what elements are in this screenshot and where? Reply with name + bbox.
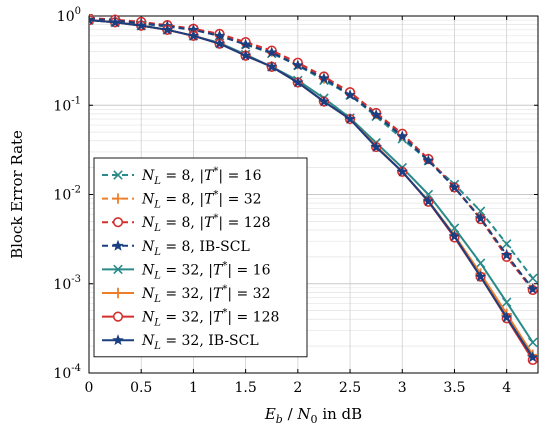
x-marker — [475, 258, 486, 268]
star-marker — [422, 195, 435, 207]
star-marker — [344, 113, 356, 124]
star-marker — [112, 334, 124, 346]
star-marker — [89, 14, 95, 25]
y-tick-label: 10-4 — [53, 363, 81, 382]
star-marker — [318, 72, 330, 84]
circle-marker — [112, 217, 124, 228]
star-marker — [112, 239, 124, 251]
series-line — [89, 19, 534, 358]
star-marker — [500, 248, 513, 260]
star-marker — [265, 46, 278, 58]
legend-entry-label: NL = 32, |T*| = 16 — [141, 260, 271, 281]
x-tick-label: 2 — [293, 380, 302, 396]
x-marker — [528, 273, 538, 284]
ticks: 0 0.5 1 1.5 2 2.5 3 3.5 4 10-4 10-3 10-2 10-1 100 — [53, 6, 538, 396]
star-marker — [213, 37, 226, 49]
star-marker — [318, 95, 330, 107]
plus-marker — [112, 287, 124, 299]
plus-marker — [112, 193, 124, 204]
star-marker — [161, 23, 174, 35]
circle-marker — [112, 311, 124, 322]
y-axis-label: Block Error Rate — [8, 130, 26, 259]
legend-entry-label: NL = 32, IB-SCL — [141, 333, 259, 352]
x-tick-label: 4 — [502, 380, 511, 396]
star-marker — [292, 59, 304, 71]
x-tick-label: 1 — [189, 380, 198, 396]
star-marker — [474, 270, 487, 282]
star-marker — [396, 130, 409, 142]
legend-entry-label: NL = 8, |T*| = 16 — [141, 166, 262, 187]
x-marker — [501, 239, 512, 249]
x-tick-label: 3.5 — [443, 380, 465, 396]
star-marker — [370, 108, 382, 120]
star-marker — [239, 38, 252, 50]
legend-entry-label: NL = 8, IB-SCL — [141, 239, 250, 258]
star-marker — [448, 230, 461, 242]
x-marker — [113, 264, 123, 275]
star-marker — [239, 49, 252, 61]
x-tick-label: 1.5 — [234, 380, 256, 396]
legend-entry-label: NL = 8, |T*| = 128 — [141, 213, 270, 234]
x-tick-label: 0 — [85, 380, 94, 396]
x-marker — [501, 297, 512, 308]
series-line — [89, 17, 534, 290]
legend-entry-label: NL = 32, |T*| = 32 — [141, 284, 270, 305]
star-marker — [187, 29, 200, 41]
y-tick-label: 10-3 — [53, 274, 81, 293]
x-tick-label: 3 — [398, 380, 407, 396]
star-marker — [474, 212, 487, 224]
x-tick-label: 0.5 — [130, 380, 152, 396]
y-tick-label: 10-1 — [53, 95, 81, 114]
x-axis-label: Eb / N0 in dB — [264, 405, 362, 426]
star-marker — [448, 181, 461, 193]
star-marker — [135, 19, 147, 31]
x-tick-label: 2.5 — [339, 380, 361, 396]
legend-entry-label: NL = 8, |T*| = 32 — [141, 190, 262, 211]
star-marker — [396, 165, 409, 177]
x-marker — [113, 170, 123, 180]
star-marker — [422, 154, 435, 166]
star-marker — [265, 60, 278, 72]
y-tick-label: 100 — [57, 6, 81, 25]
legend-box — [93, 157, 308, 358]
star-marker — [527, 283, 538, 295]
star-marker — [344, 89, 356, 100]
star-marker — [500, 311, 513, 323]
x-marker — [528, 337, 538, 348]
star-marker — [527, 351, 538, 363]
star-marker — [292, 76, 304, 88]
legend-entry-label: NL = 32, |T*| = 128 — [141, 308, 279, 329]
series-8 — [89, 14, 538, 363]
y-tick-label: 10-2 — [53, 185, 81, 204]
star-marker — [370, 141, 382, 152]
star-marker — [109, 16, 121, 28]
